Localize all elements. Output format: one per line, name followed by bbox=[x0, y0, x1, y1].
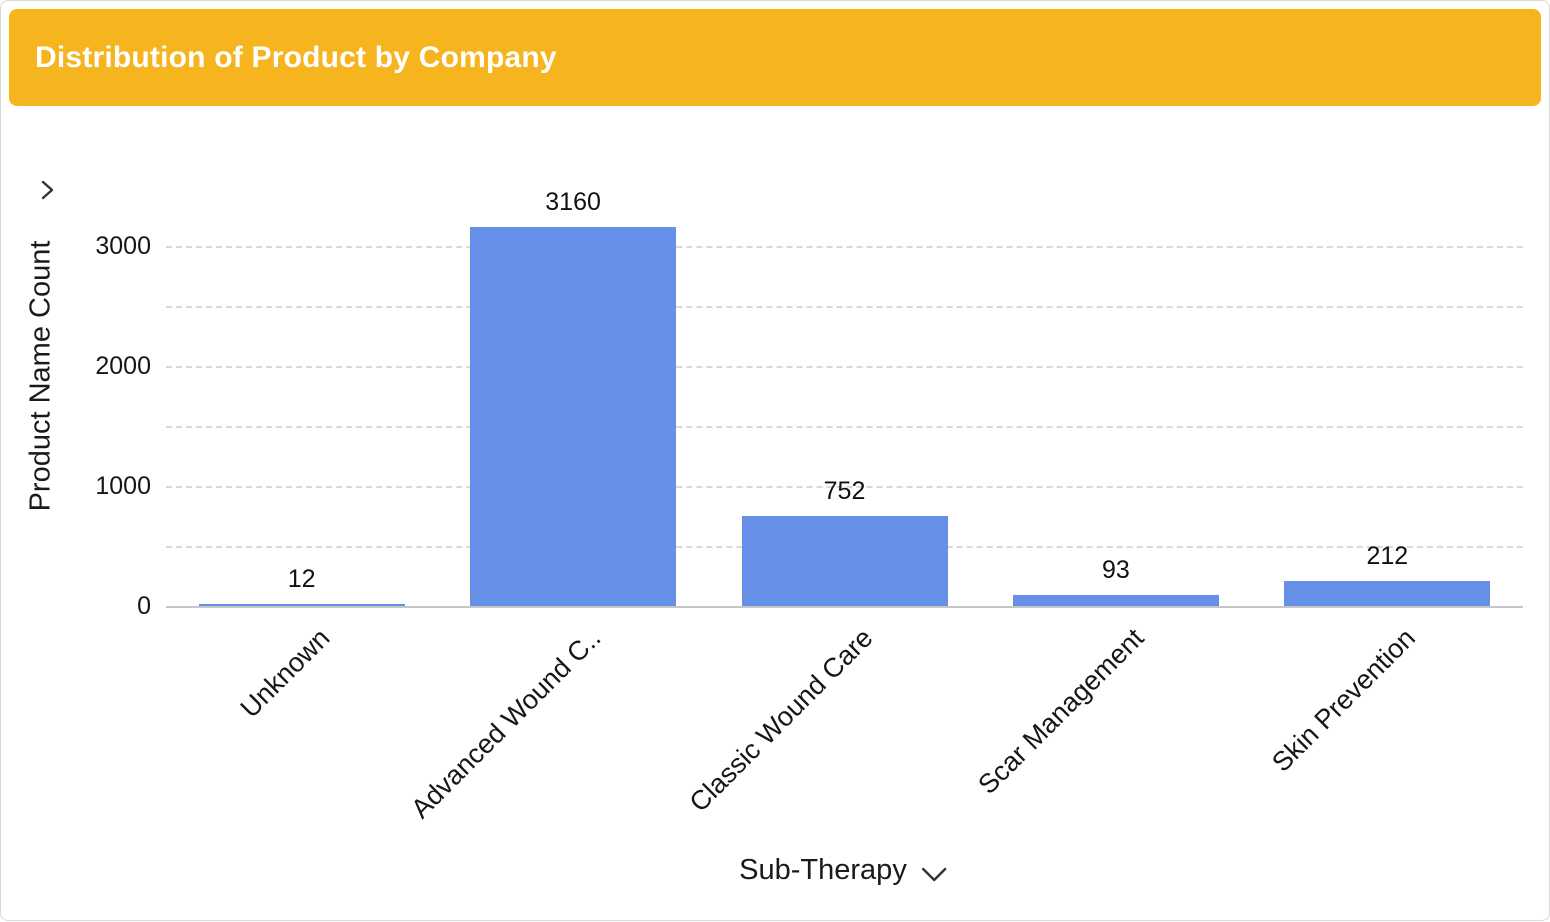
x-axis-label[interactable]: Sub-Therapy bbox=[739, 854, 907, 886]
gridline bbox=[166, 246, 1523, 248]
x-axis-selector[interactable]: Sub-Therapy bbox=[739, 854, 949, 887]
y-tick-label: 0 bbox=[137, 592, 151, 620]
bar-value-label: 212 bbox=[1366, 541, 1409, 570]
x-category-label: Unknown bbox=[234, 622, 336, 724]
x-category-label: Skin Prevention bbox=[1266, 622, 1422, 778]
bar-value-label: 3160 bbox=[545, 187, 601, 216]
bar[interactable] bbox=[741, 515, 948, 606]
y-tick-label: 1000 bbox=[95, 472, 151, 500]
bar-value-label: 12 bbox=[287, 565, 316, 593]
y-tick-label: 3000 bbox=[95, 232, 151, 260]
bar[interactable] bbox=[198, 604, 405, 606]
y-axis-expander[interactable] bbox=[34, 176, 60, 204]
x-category-label: Advanced Wound C.. bbox=[405, 622, 608, 824]
bar-value-label: 93 bbox=[1101, 555, 1130, 584]
gridline bbox=[166, 306, 1523, 308]
x-category-label: Scar Management bbox=[972, 622, 1150, 800]
chart-area: Product Name Count Sub-Therapy 0 1000 2000… bbox=[1, 106, 1550, 922]
bar[interactable] bbox=[1284, 580, 1491, 606]
y-tick-label: 2000 bbox=[95, 352, 151, 380]
bar[interactable] bbox=[1012, 594, 1219, 606]
gridline bbox=[166, 426, 1523, 428]
bar-value-label: 752 bbox=[823, 476, 866, 505]
gridline bbox=[166, 366, 1523, 368]
bar[interactable] bbox=[470, 226, 677, 606]
chart-title: Distribution of Product by Company bbox=[35, 40, 557, 74]
gridline bbox=[166, 486, 1523, 488]
x-category-label: Classic Wound Care bbox=[683, 622, 879, 818]
chart-header: Distribution of Product by Company bbox=[9, 9, 1541, 106]
chevron-down-icon[interactable] bbox=[919, 862, 949, 886]
x-axis-line bbox=[166, 606, 1523, 608]
chevron-right-icon[interactable] bbox=[35, 177, 59, 203]
